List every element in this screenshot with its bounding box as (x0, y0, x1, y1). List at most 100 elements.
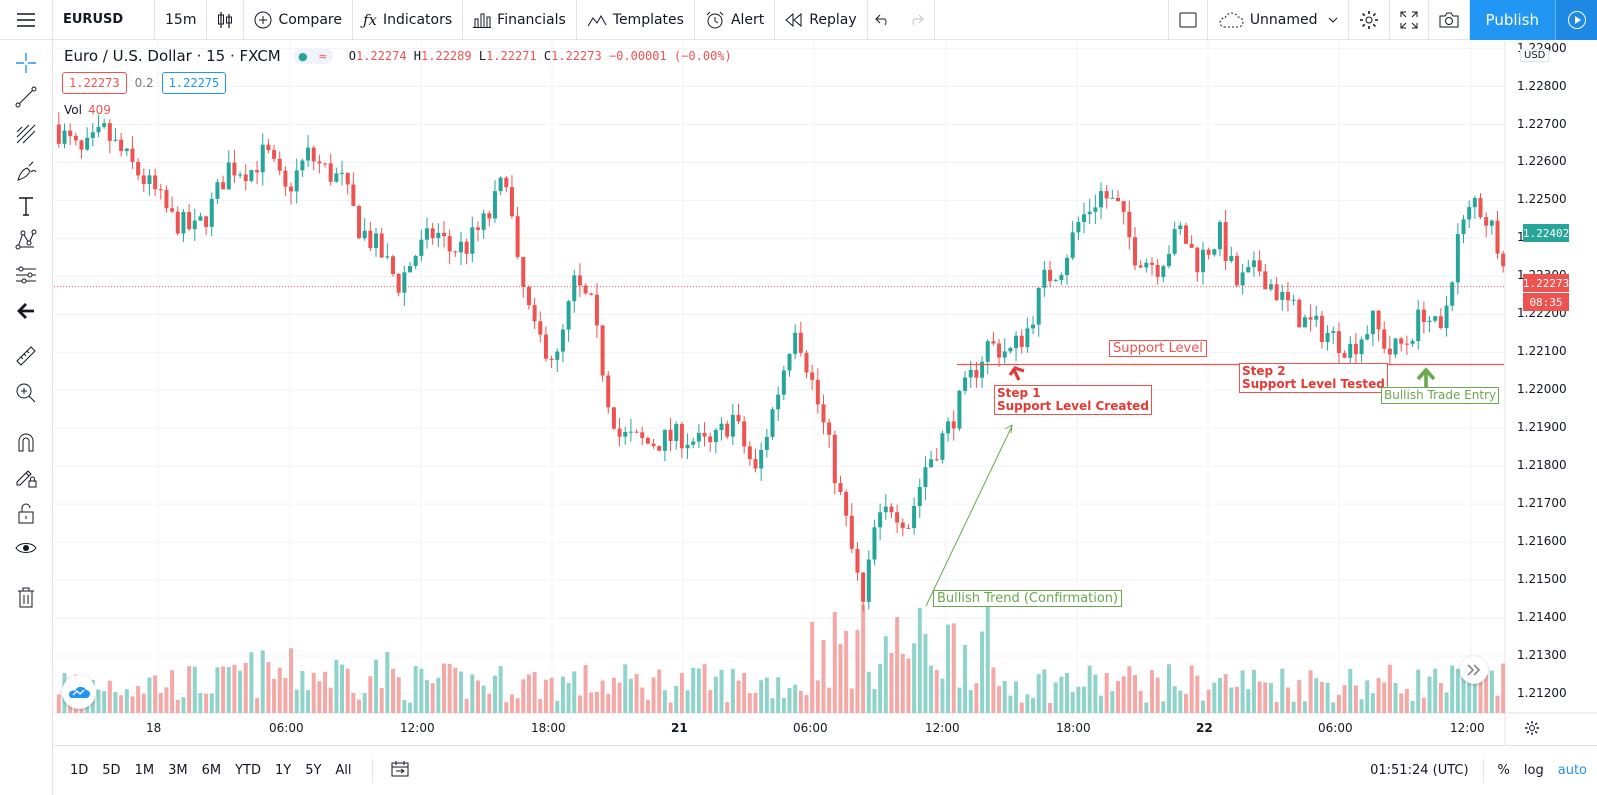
volume-bar (1404, 688, 1409, 713)
range-6m[interactable]: 6M (201, 763, 222, 778)
delete-tool[interactable] (13, 584, 39, 610)
quote-row: 1.22273 0.2 1.22275 (62, 72, 227, 94)
axis-settings-button[interactable] (1524, 720, 1540, 740)
layout-button[interactable] (1169, 0, 1208, 40)
zoom-tool[interactable] (13, 380, 39, 406)
volume-bar (283, 678, 288, 713)
replay-button[interactable]: Replay (775, 0, 868, 40)
range-all[interactable]: All (335, 763, 352, 778)
unlock-tool[interactable] (13, 500, 39, 526)
templates-button[interactable]: Templates (577, 0, 695, 40)
candle-body (974, 369, 979, 378)
divider (1482, 758, 1484, 783)
snapshot-button[interactable] (1429, 0, 1470, 40)
settings-button[interactable] (1349, 0, 1390, 40)
range-1m[interactable]: 1M (134, 763, 155, 778)
candle-body (1031, 324, 1036, 329)
approx-icon: ≈ (318, 49, 328, 63)
trendline-tool[interactable] (13, 84, 39, 110)
lock-drawings-tool[interactable] (13, 464, 39, 490)
candle-body (521, 256, 526, 287)
volume-bar (810, 621, 815, 713)
visibility-tool[interactable] (13, 535, 39, 561)
bullish-entry-label[interactable]: Bullish Trade Entry (1381, 387, 1500, 404)
support-level-label[interactable]: Support Level (1109, 340, 1207, 357)
crosshair-tool[interactable] (13, 50, 39, 76)
menu-button[interactable] (0, 0, 53, 40)
indicators-button[interactable]: ƒx Indicators (353, 0, 464, 40)
candle-body (357, 205, 362, 239)
interval-button[interactable]: 15m (155, 0, 208, 40)
sell-button[interactable]: 1.22273 (62, 72, 127, 94)
step1-label[interactable]: Step 1 Support Level Created (994, 385, 1152, 415)
candle-body (866, 559, 871, 602)
currency-label[interactable]: USD (1520, 49, 1550, 62)
volume-bar (974, 683, 979, 713)
goto-date-button[interactable] (391, 760, 409, 781)
clock-display[interactable]: 01:51:24 (UTC) (1370, 763, 1469, 778)
candle-body (526, 286, 531, 306)
range-3m[interactable]: 3M (168, 763, 188, 778)
percent-toggle[interactable]: % (1497, 763, 1510, 778)
undo-button[interactable] (868, 0, 898, 40)
play-button[interactable] (1555, 0, 1597, 40)
range-1d[interactable]: 1D (70, 763, 89, 778)
scroll-to-realtime-button[interactable] (1460, 656, 1488, 684)
alert-button[interactable]: Alert (695, 0, 776, 40)
fib-tool[interactable] (13, 121, 39, 147)
ruler-tool[interactable] (13, 343, 39, 369)
volume-bar (674, 685, 679, 713)
volume-bar (192, 666, 197, 713)
volume-bar (1144, 702, 1149, 713)
volume-bar (770, 698, 775, 713)
range-5d[interactable]: 5D (102, 763, 121, 778)
volume-bar (776, 677, 781, 713)
fullscreen-button[interactable] (1390, 0, 1429, 40)
prediction-tool[interactable] (13, 262, 39, 288)
log-toggle[interactable]: log (1523, 763, 1544, 778)
candle-body (272, 150, 277, 159)
bullish-trend-label[interactable]: Bullish Trend (Confirmation) (933, 590, 1123, 607)
volume-bar (1308, 670, 1313, 713)
volume-bar (1370, 693, 1375, 713)
buy-button[interactable]: 1.22275 (161, 72, 227, 94)
candle-body (917, 487, 922, 506)
save-layout-button[interactable]: Unnamed (1208, 0, 1349, 40)
volume-bar (719, 669, 724, 713)
low-label: L (478, 49, 487, 63)
candle-body (1478, 198, 1483, 218)
volume-bar (153, 675, 158, 713)
volume-bar (634, 673, 639, 713)
pitchfork-icon (16, 124, 36, 144)
symbol-search-button[interactable]: EURUSD (53, 0, 155, 40)
range-1y[interactable]: 1Y (274, 763, 292, 778)
volume-bar (951, 623, 956, 713)
range-5y[interactable]: 5Y (305, 763, 322, 778)
text-tool[interactable] (13, 193, 39, 219)
candle-body (509, 187, 514, 217)
chart-type-button[interactable] (207, 0, 245, 40)
financials-button[interactable]: Financials (463, 0, 577, 40)
chart-pane[interactable]: Euro / U.S. Dollar · 15 · FXCM ● ≈ O1.22… (54, 41, 1597, 795)
redo-button[interactable] (898, 0, 935, 40)
range-ytd[interactable]: YTD (235, 763, 261, 778)
market-status[interactable]: ● ≈ (292, 48, 333, 64)
price-chart[interactable] (54, 41, 1597, 746)
back-tool[interactable] (13, 298, 39, 324)
step2-label[interactable]: Step 2 Support Level Tested (1239, 363, 1388, 393)
candle-body (821, 404, 826, 423)
volume-bar (1382, 682, 1387, 713)
pattern-tool[interactable] (13, 227, 39, 253)
volume-bar (917, 607, 922, 713)
volume-bar (600, 680, 605, 713)
magnet-tool[interactable] (13, 429, 39, 455)
brush-tool[interactable] (13, 158, 39, 184)
volume-bar (470, 674, 475, 713)
auto-toggle[interactable]: auto (1557, 763, 1587, 778)
publish-button[interactable]: Publish (1469, 0, 1555, 40)
compare-button[interactable]: Compare (244, 0, 353, 40)
candle-body (215, 182, 220, 199)
candle-body (617, 428, 622, 437)
tradingview-logo[interactable] (62, 675, 96, 709)
volume-bar (1053, 682, 1058, 713)
